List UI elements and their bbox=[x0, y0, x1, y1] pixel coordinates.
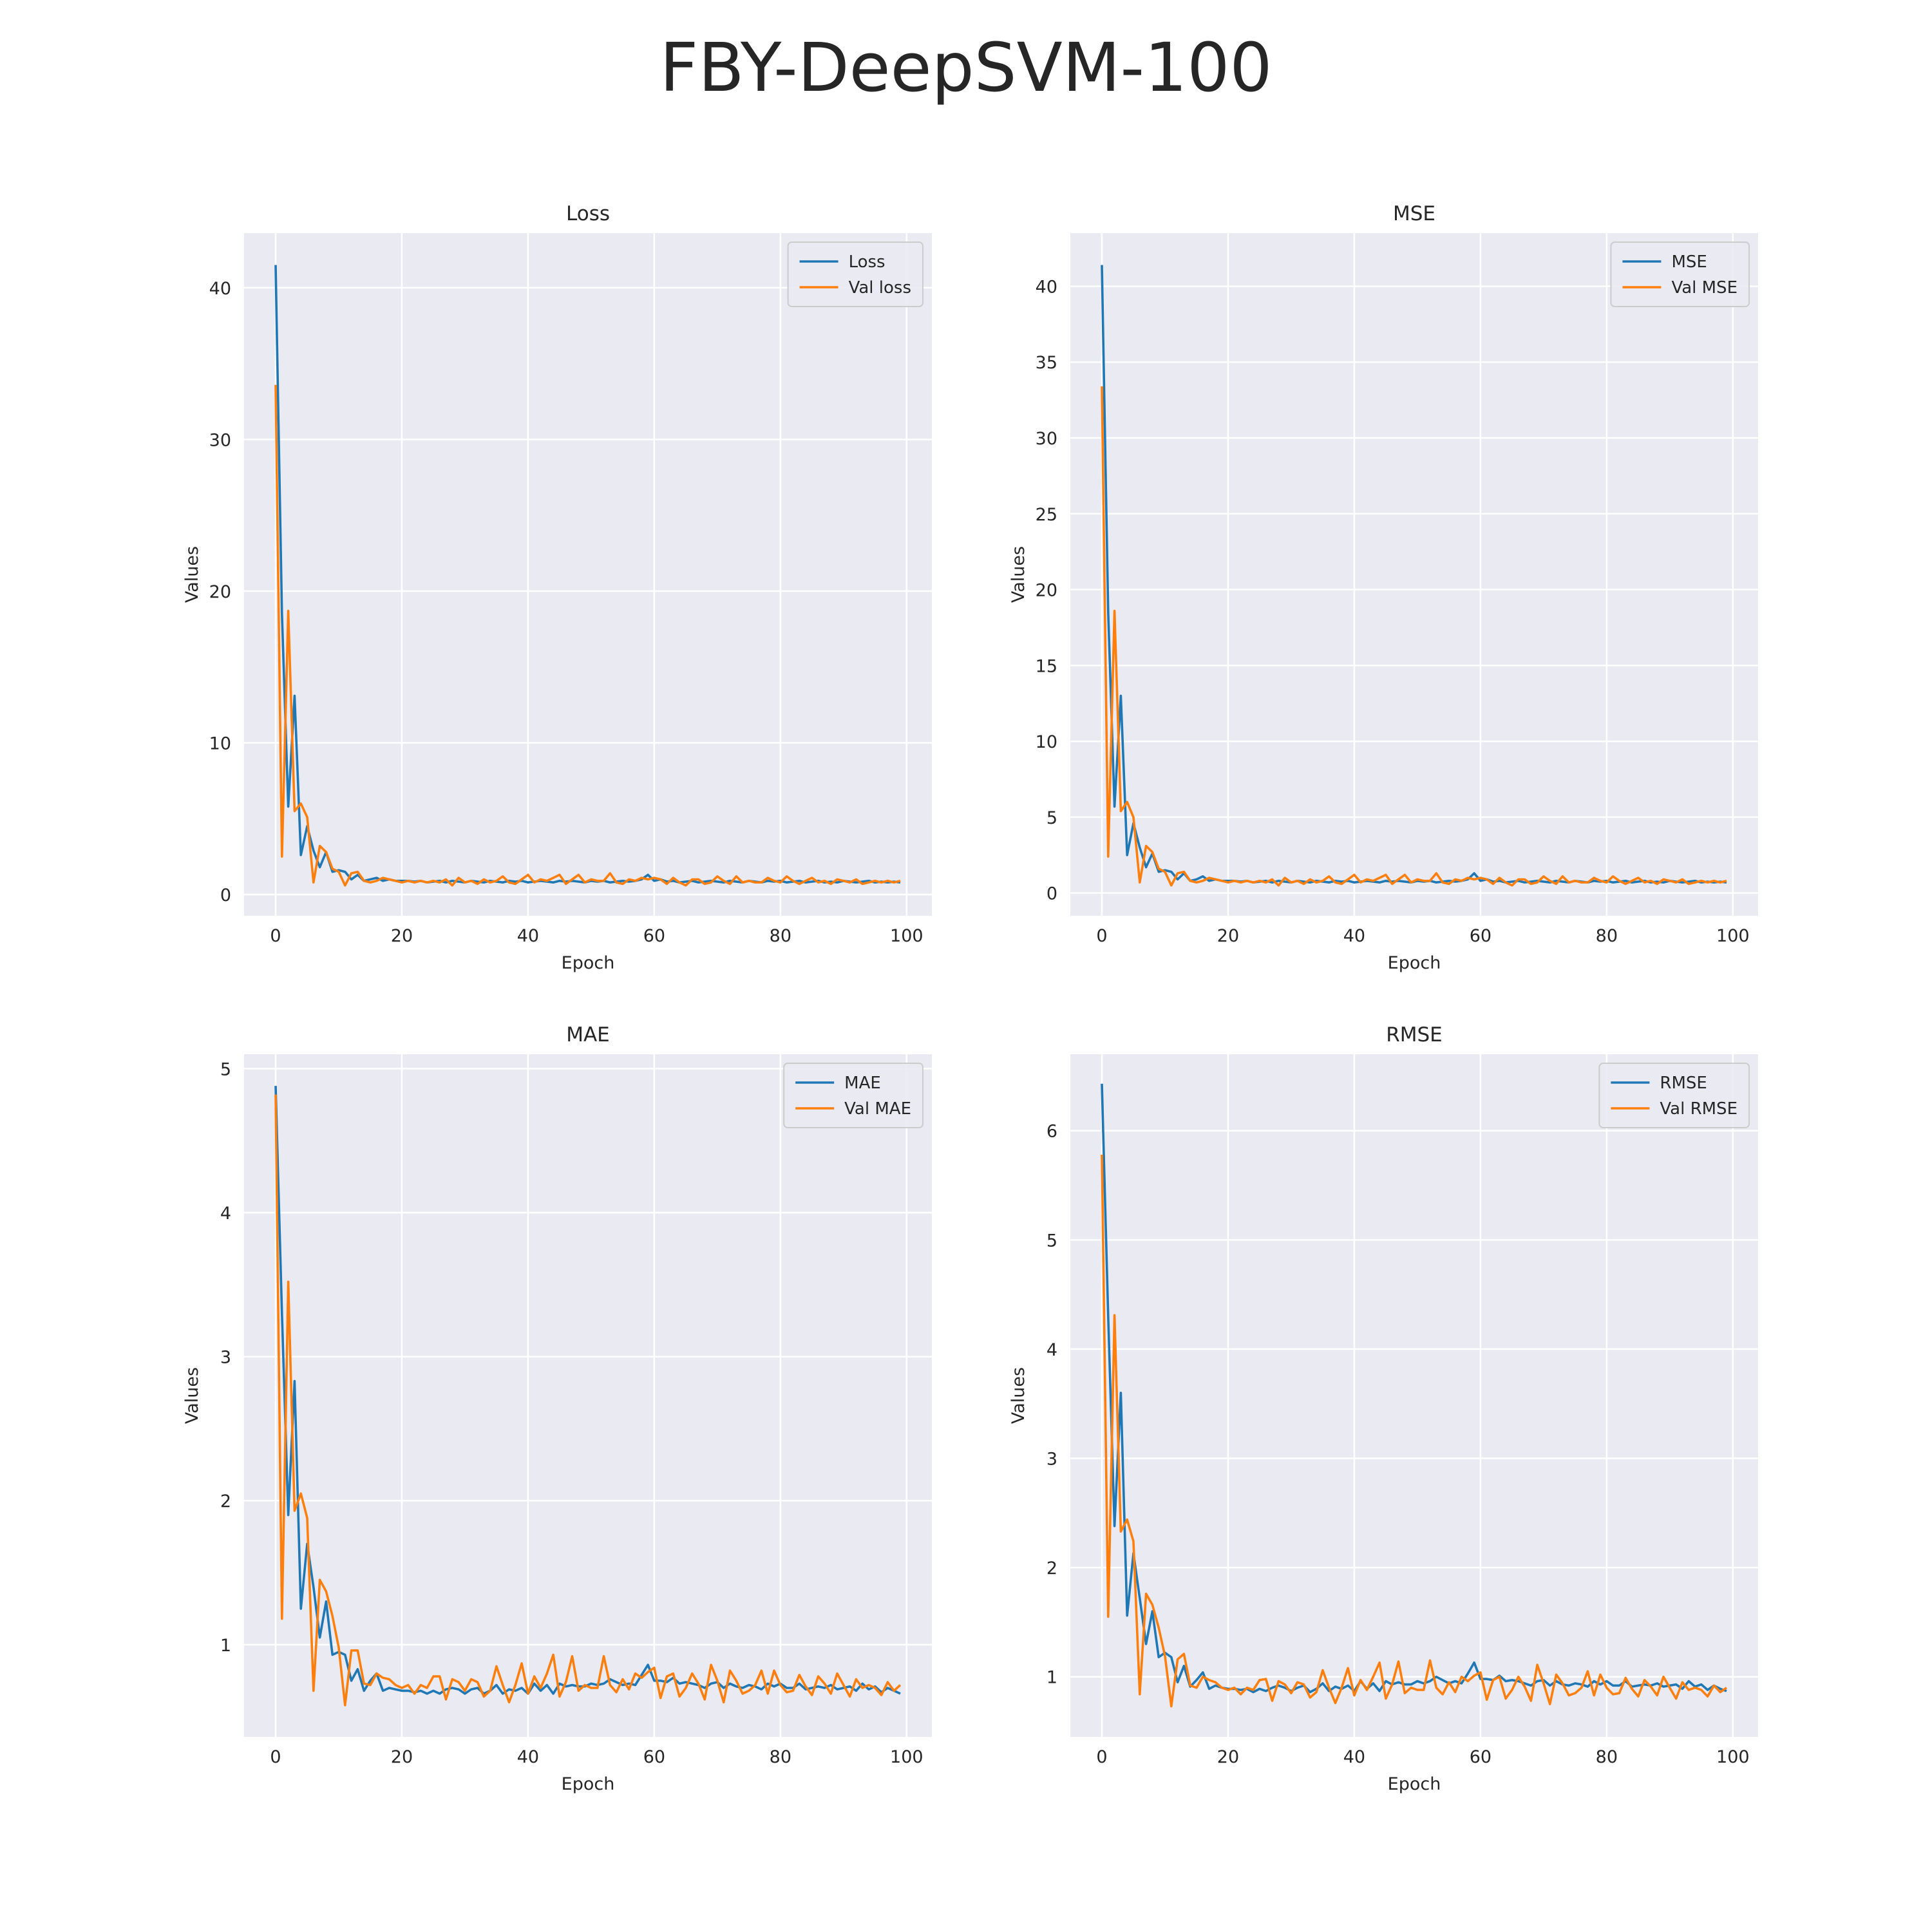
x-axis-label: Epoch bbox=[562, 1774, 615, 1794]
x-tick-label: 0 bbox=[1096, 1747, 1107, 1767]
y-tick-label: 20 bbox=[1036, 581, 1057, 601]
y-axis-label: Values bbox=[1009, 1367, 1028, 1424]
legend-label: Val loss bbox=[849, 278, 911, 298]
y-axis-label: Values bbox=[182, 1367, 202, 1424]
chart-title: MAE bbox=[566, 1023, 610, 1046]
chart-panel-loss: 0 20 40 60 80 100 0 10 20 30 40 Loss Epoch Values Loss… bbox=[182, 202, 932, 973]
y-tick-label: 5 bbox=[220, 1059, 231, 1079]
y-tick-label: 1 bbox=[1046, 1668, 1057, 1688]
legend-label: Val MAE bbox=[844, 1099, 911, 1119]
y-tick-label: 2 bbox=[1046, 1558, 1057, 1578]
x-tick-label: 60 bbox=[1470, 926, 1492, 946]
x-axis-label: Epoch bbox=[562, 953, 615, 973]
y-axis-label: Values bbox=[182, 546, 202, 603]
y-tick-label: 6 bbox=[1046, 1122, 1057, 1142]
legend-label: Val MSE bbox=[1671, 278, 1738, 298]
x-axis-label: Epoch bbox=[1388, 1774, 1441, 1794]
x-tick-label: 100 bbox=[1716, 1747, 1750, 1767]
legend-label: Loss bbox=[849, 252, 886, 272]
chart-panel-mae: 0 20 40 60 80 100 1 2 3 4 5 MAE Epoch Values MAE Val MA… bbox=[182, 1023, 932, 1794]
chart-title: MSE bbox=[1393, 202, 1435, 225]
x-tick-label: 20 bbox=[1217, 926, 1239, 946]
x-tick-label: 100 bbox=[890, 926, 923, 946]
y-tick-label: 2 bbox=[220, 1492, 231, 1511]
x-tick-label: 60 bbox=[643, 1747, 665, 1767]
x-tick-label: 100 bbox=[1716, 926, 1750, 946]
chart-panel-mse: 0 20 40 60 80 100 0 5 10 15 20 25 30 35 40 MSE Epoch Valu… bbox=[1009, 202, 1758, 973]
x-tick-label: 40 bbox=[1343, 926, 1365, 946]
y-tick-label: 5 bbox=[1046, 1231, 1057, 1251]
x-tick-label: 60 bbox=[643, 926, 665, 946]
chart-title: RMSE bbox=[1386, 1023, 1443, 1046]
y-tick-label: 20 bbox=[209, 582, 231, 602]
plot-area bbox=[244, 233, 932, 916]
x-tick-label: 80 bbox=[770, 926, 791, 946]
y-tick-label: 40 bbox=[209, 279, 231, 299]
legend-label: MSE bbox=[1671, 252, 1707, 272]
y-tick-label: 40 bbox=[1036, 277, 1057, 297]
x-tick-label: 0 bbox=[270, 1747, 281, 1767]
plot-area bbox=[1070, 233, 1758, 916]
x-tick-label: 20 bbox=[391, 926, 413, 946]
y-tick-label: 25 bbox=[1036, 505, 1057, 525]
x-tick-label: 20 bbox=[1217, 1747, 1239, 1767]
y-tick-label: 0 bbox=[1046, 884, 1057, 904]
x-tick-label: 80 bbox=[1596, 926, 1618, 946]
y-tick-label: 1 bbox=[220, 1636, 231, 1656]
series-line-val-loss bbox=[274, 384, 901, 887]
x-tick-label: 60 bbox=[1470, 1747, 1492, 1767]
legend-box bbox=[787, 242, 923, 307]
legend-label: MAE bbox=[844, 1074, 881, 1093]
legend-label: RMSE bbox=[1660, 1074, 1707, 1093]
y-tick-label: 3 bbox=[1046, 1450, 1057, 1470]
legend-box bbox=[783, 1063, 923, 1128]
plot-area bbox=[1070, 1054, 1758, 1737]
x-axis-label: Epoch bbox=[1388, 953, 1441, 973]
y-tick-label: 35 bbox=[1036, 353, 1057, 373]
chart-panel-rmse: 0 20 40 60 80 100 1 2 3 4 5 6 RMSE Epoch Values RMSE Val… bbox=[1009, 1023, 1758, 1794]
x-tick-label: 0 bbox=[1096, 926, 1107, 946]
figure-title: FBY-DeepSVM-100 bbox=[659, 28, 1273, 107]
x-tick-label: 40 bbox=[517, 926, 539, 946]
chart-title: Loss bbox=[566, 202, 610, 225]
x-tick-label: 100 bbox=[890, 1747, 923, 1767]
x-tick-label: 80 bbox=[770, 1747, 791, 1767]
legend: RMSE Val RMSE bbox=[1598, 1063, 1750, 1128]
y-tick-label: 15 bbox=[1036, 656, 1057, 676]
y-tick-label: 4 bbox=[220, 1204, 231, 1224]
series-line-val-mse bbox=[1101, 386, 1727, 887]
plot-area bbox=[244, 1054, 932, 1737]
y-tick-label: 4 bbox=[1046, 1340, 1057, 1360]
y-tick-label: 30 bbox=[209, 430, 231, 450]
x-tick-label: 40 bbox=[517, 1747, 539, 1767]
series-line-val-mae bbox=[274, 1094, 902, 1707]
x-tick-label: 40 bbox=[1343, 1747, 1365, 1767]
y-tick-label: 0 bbox=[220, 886, 231, 905]
legend: Loss Val loss bbox=[787, 242, 923, 307]
x-tick-label: 80 bbox=[1596, 1747, 1618, 1767]
legend-box bbox=[1598, 1063, 1750, 1128]
legend-label: Val RMSE bbox=[1660, 1099, 1738, 1119]
legend-box bbox=[1610, 242, 1750, 307]
legend: MSE Val MSE bbox=[1610, 242, 1750, 307]
x-tick-label: 20 bbox=[391, 1747, 413, 1767]
legend: MAE Val MAE bbox=[783, 1063, 923, 1128]
series-line-val-rmse bbox=[1101, 1154, 1728, 1708]
y-tick-label: 10 bbox=[209, 734, 231, 753]
y-axis-label: Values bbox=[1009, 546, 1028, 603]
x-tick-label: 0 bbox=[270, 926, 281, 946]
y-tick-label: 3 bbox=[220, 1348, 231, 1368]
y-tick-label: 5 bbox=[1046, 808, 1057, 828]
y-tick-label: 30 bbox=[1036, 429, 1057, 449]
y-tick-label: 10 bbox=[1036, 732, 1057, 752]
